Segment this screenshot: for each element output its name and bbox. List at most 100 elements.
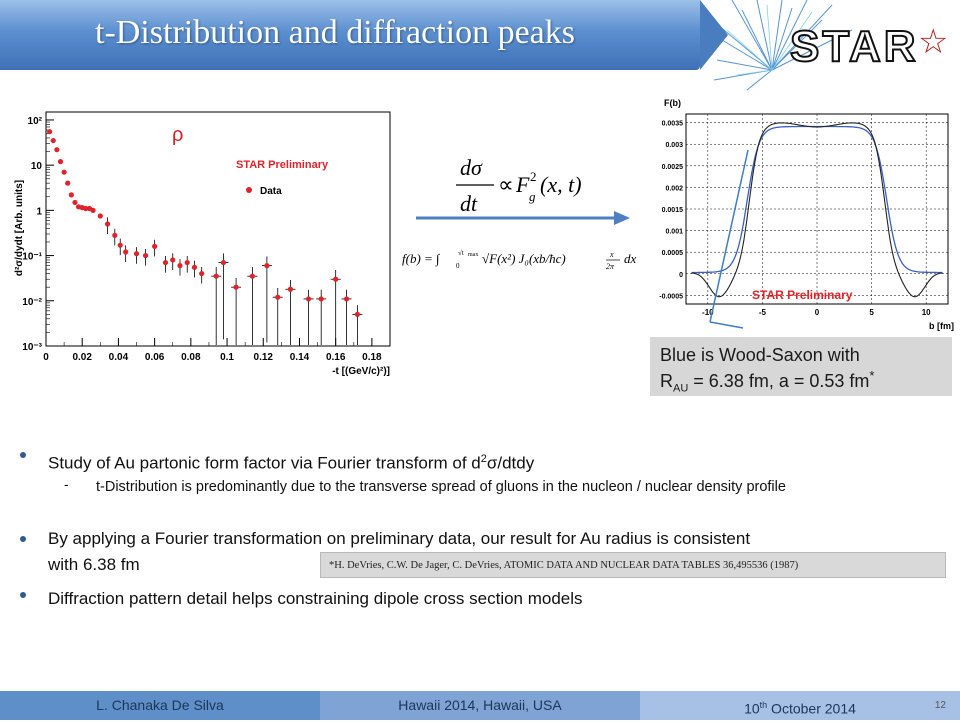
title-bar-tip <box>700 0 728 70</box>
footer-author: L. Chanaka De Silva <box>0 691 320 720</box>
bullet-3: Diffraction pattern detail helps constra… <box>48 589 583 608</box>
svg-text:2: 2 <box>530 169 537 184</box>
bullet-2-line-2: with 6.38 fm <box>48 555 140 574</box>
x-tick-label: 0.18 <box>362 352 382 363</box>
bullet-2-line-1: By applying a Fourier transformation on … <box>48 529 751 548</box>
t-distribution-plot: 10² 10 1 10⁻¹ 10⁻² 10⁻³0 0.02 0.04 0.06 0.08 0.1 0.… <box>14 111 391 377</box>
plot-frame <box>45 111 391 347</box>
data-point <box>50 137 56 144</box>
bullet-marker <box>20 592 26 598</box>
legend-marker <box>246 187 252 193</box>
svg-text:√F(x²) J₀(xb/ħc): √F(x²) J₀(xb/ħc) <box>482 251 566 266</box>
y-tick-label: 10⁻³ <box>22 342 42 353</box>
sub-bullet-marker: - <box>64 476 69 492</box>
data-point <box>57 158 64 165</box>
y-tick-label: 0 <box>679 272 683 279</box>
x-tick-label: 0 <box>815 308 820 317</box>
y-tick-label: 0.0015 <box>662 207 684 214</box>
y-axis-label: d²σ/dydt [Arb. units] <box>14 180 25 276</box>
legend-title: STAR Preliminary <box>236 159 329 171</box>
data-point <box>162 259 169 266</box>
svg-text:0: 0 <box>456 262 460 270</box>
y-tick-label: 0.001 <box>665 229 683 236</box>
data-profile-curve <box>691 122 943 298</box>
x-tick-label: 0.04 <box>109 352 129 363</box>
y-tick-label: 10⁻² <box>22 297 42 308</box>
data-point <box>61 169 67 175</box>
data-point <box>123 249 129 255</box>
rho-annotation: ρ <box>172 124 184 146</box>
x-tick-label: 0.02 <box>72 352 92 363</box>
y-tick-label: 1 <box>36 206 42 217</box>
star-icon: ☆ <box>918 23 949 61</box>
data-point <box>133 251 140 257</box>
svg-text:dt: dt <box>460 191 478 216</box>
x-tick-label: -5 <box>759 308 767 317</box>
impact-parameter-plot: 0.0035 0.003 0.0025 0.002 0.0015 0.001 0.0005 0… <box>648 92 960 340</box>
cross-section-formula: dσ dt ∝ F 2 g (x, t) <box>456 155 582 216</box>
data-point <box>117 242 123 248</box>
data-point <box>65 180 71 186</box>
x-tick-label: 5 <box>869 308 874 317</box>
x-axis-label: b [fm] <box>929 321 954 331</box>
data-point <box>275 294 281 300</box>
x-tick-label: 0.1 <box>220 352 234 363</box>
y-tick-label: -0.0005 <box>659 293 683 300</box>
data-point <box>104 221 111 227</box>
callout-line <box>709 321 744 329</box>
footer-venue: Hawaii 2014, Hawaii, USA <box>320 691 640 720</box>
x-tick-label: 0.16 <box>326 352 346 363</box>
data-point <box>343 296 350 302</box>
plot-frame <box>685 113 949 305</box>
data-point <box>83 205 89 212</box>
wood-saxon-note: Blue is Wood-Saxon with RAU = 6.38 fm, a… <box>650 337 952 396</box>
legend-entry: Data <box>260 186 282 197</box>
y-axis-label: F(b) <box>664 98 681 108</box>
y-tick-label: 10⁻¹ <box>22 252 42 263</box>
bullet-1: Study of Au partonic form factor via Fou… <box>48 453 535 473</box>
data-point <box>305 296 312 302</box>
svg-text:x: x <box>609 250 614 259</box>
footer: L. Chanaka De Silva Hawaii 2014, Hawaii,… <box>0 691 960 720</box>
svg-text:dx: dx <box>624 251 637 266</box>
x-tick-label: 0 <box>43 352 49 363</box>
y-tick-label: 0.0005 <box>662 250 684 257</box>
x-tick-label: 0.14 <box>290 352 310 363</box>
svg-text:max: max <box>468 252 478 258</box>
svg-text:∝: ∝ <box>498 172 514 197</box>
svg-text:dσ: dσ <box>460 155 483 180</box>
y-tick-label: 10 <box>31 161 43 172</box>
transform-arrow <box>416 211 630 225</box>
data-point <box>354 311 361 318</box>
sub-bullet-1: t-Distribution is predominantly due to t… <box>96 479 786 495</box>
data-point <box>68 192 74 198</box>
data-point <box>213 273 219 279</box>
y-tick-label: 10² <box>28 116 43 127</box>
note-line-2: RAU = 6.38 fm, a = 0.53 fm* <box>660 368 875 395</box>
note-line-1: Blue is Wood-Saxon with <box>660 345 860 365</box>
data-point <box>177 263 183 269</box>
bullet-marker <box>20 536 26 542</box>
data-point <box>112 232 118 238</box>
page-number: 12 <box>934 700 946 711</box>
data-point <box>333 276 339 282</box>
y-tick-label: 0.0025 <box>662 164 684 171</box>
data-point <box>90 207 96 213</box>
data-point <box>72 199 78 206</box>
svg-text:√t: √t <box>458 249 464 257</box>
data-point <box>191 264 198 270</box>
svg-text:(x, t): (x, t) <box>540 172 582 197</box>
x-tick-label: 10 <box>922 308 931 317</box>
bullet-marker <box>20 452 26 458</box>
slide-title: t-Distribution and diffraction peaks <box>95 14 575 51</box>
svg-text:f(b) = ∫: f(b) = ∫ <box>402 251 441 267</box>
fourier-transform-formula: f(b) = ∫ √t max 0 √F(x²) J₀(xb/ħc) x 2π … <box>402 249 637 271</box>
data-point <box>233 284 239 290</box>
x-tick-label: 0.06 <box>145 352 165 363</box>
x-tick-label: 0.08 <box>181 352 201 363</box>
data-point <box>47 129 53 135</box>
star-logo-text: STAR <box>789 21 919 72</box>
title-bar <box>0 0 700 70</box>
data-point <box>97 213 103 219</box>
header: t-Distribution and diffraction peaks STA… <box>0 0 960 92</box>
